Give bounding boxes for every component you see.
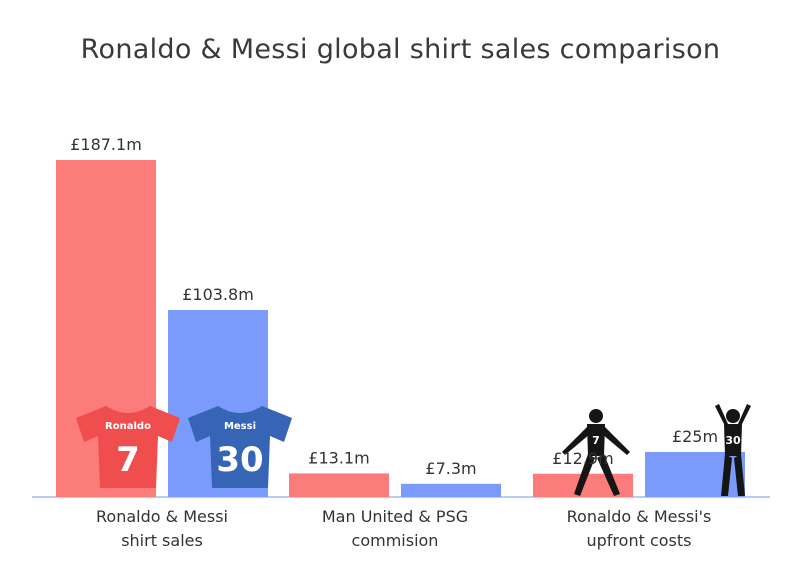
bars-layer [56, 160, 745, 497]
messi-silhouette-icon: 30 [715, 404, 751, 496]
bar-value-label: £187.1m [70, 135, 142, 154]
messi-shirt-icon-number: 30 [216, 440, 263, 480]
decoration-layer: Ronaldo 7 Messi 30 7 30 [76, 404, 751, 496]
bar-value-label: £13.1m [308, 448, 369, 467]
bar-ronaldo-1 [289, 473, 389, 497]
ronaldo-shirt-icon-number: 7 [116, 440, 140, 480]
category-label: Ronaldo & Messi's [567, 507, 712, 526]
category-label: upfront costs [587, 531, 692, 550]
bar-value-label: £12.9m [552, 449, 613, 468]
bar-value-label: £103.8m [182, 285, 254, 304]
category-label: Man United & PSG [322, 507, 468, 526]
category-label: Ronaldo & Messi [96, 507, 228, 526]
messi-shirt-icon-name: Messi [224, 421, 256, 432]
bar-messi-1 [401, 483, 501, 497]
ronaldo-shirt-icon-shape [76, 406, 180, 488]
ronaldo-silhouette-icon-number: 7 [592, 434, 600, 447]
category-label: commision [352, 531, 439, 550]
ronaldo-shirt-icon-name: Ronaldo [105, 421, 151, 432]
ronaldo-silhouette-icon: 7 [562, 409, 630, 496]
bar-value-label: £25m [672, 427, 718, 446]
messi-shirt-icon-shape [188, 406, 292, 488]
ronaldo-shirt-icon: Ronaldo 7 [76, 406, 180, 488]
category-label: shirt sales [121, 531, 203, 550]
messi-shirt-icon: Messi 30 [188, 406, 292, 488]
chart-title: Ronaldo & Messi global shirt sales compa… [80, 34, 721, 65]
bar-value-label: £7.3m [425, 459, 476, 478]
messi-silhouette-icon-number: 30 [725, 434, 741, 447]
labels-layer: £187.1m £103.8m Ronaldo & Messi shirt sales… [70, 135, 718, 550]
